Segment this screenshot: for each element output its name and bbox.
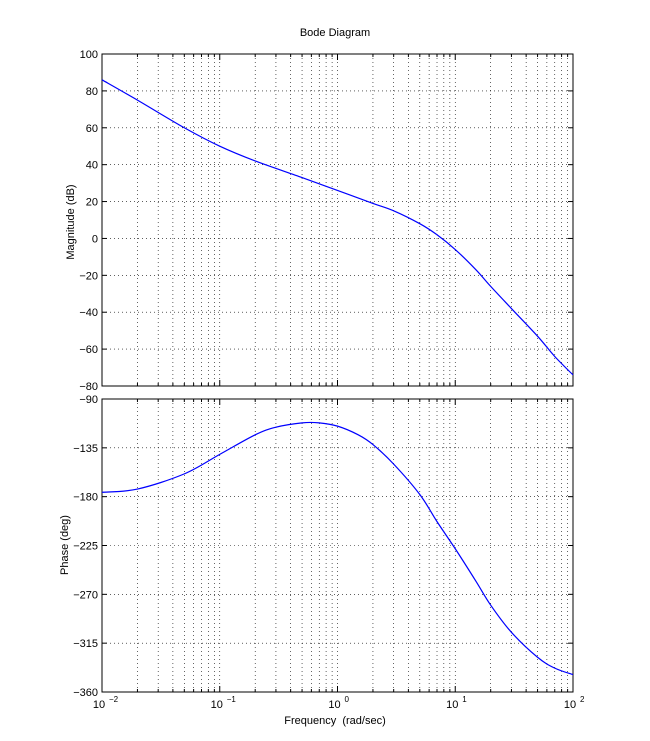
mag-y-tick-label: 20 (86, 197, 98, 209)
mag-y-tick-label: −40 (79, 307, 98, 319)
phase-y-tick-label: −90 (79, 394, 98, 406)
mag-grid (102, 54, 573, 386)
mag-y-tick-label: −20 (79, 270, 98, 282)
mag-y-tick-label: 100 (80, 49, 98, 61)
mag-y-tick-label: 0 (92, 233, 98, 245)
phase-y-tick-label: −360 (73, 687, 98, 699)
phase-y-tick-label: −315 (73, 638, 98, 650)
phase-y-tick-label: −180 (73, 492, 98, 504)
phase-axes: −360 −315 −270 −225 −180 −135 −90 10 −2 10 −1 10 0 10… (73, 394, 585, 711)
phase-y-tick-label: −270 (73, 589, 98, 601)
x-axis-label: Frequency (rad/sec) (284, 715, 385, 727)
mag-y-tick-label: −80 (79, 381, 98, 393)
x-tick-exponent: −2 (109, 695, 119, 704)
mag-series-line (101, 79, 574, 376)
phase-y-tick-label: −225 (73, 541, 98, 553)
mag-y-tick-label: 60 (86, 123, 98, 135)
magnitude-y-axis-label: Magnitude (dB) (65, 184, 77, 259)
phase-series-line (101, 421, 574, 676)
x-tick-exponent: −1 (227, 695, 237, 704)
x-tick-exponent: 1 (462, 695, 467, 704)
x-tick-exponent: 2 (580, 695, 585, 704)
phase-grid (102, 399, 573, 692)
mag-y-tick-label: 80 (86, 86, 98, 98)
x-tick-label: 10 (446, 699, 458, 711)
chart-title: Bode Diagram (300, 27, 370, 39)
magnitude-axes: −80 −60 −40 −20 0 20 40 60 80 100 (79, 49, 574, 393)
mag-y-tick-label: −60 (79, 344, 98, 356)
phase-y-axis-label: Phase (deg) (59, 515, 71, 575)
x-tick-exponent: 0 (345, 695, 350, 704)
mag-y-tick-label: 40 (86, 160, 98, 172)
x-tick-label: 10 (211, 699, 223, 711)
mag-plot-area (102, 54, 573, 386)
phase-y-tick-label: −135 (73, 443, 98, 455)
x-tick-label: 10 (564, 699, 576, 711)
x-tick-label: 10 (328, 699, 340, 711)
x-tick-label: 10 (93, 699, 105, 711)
